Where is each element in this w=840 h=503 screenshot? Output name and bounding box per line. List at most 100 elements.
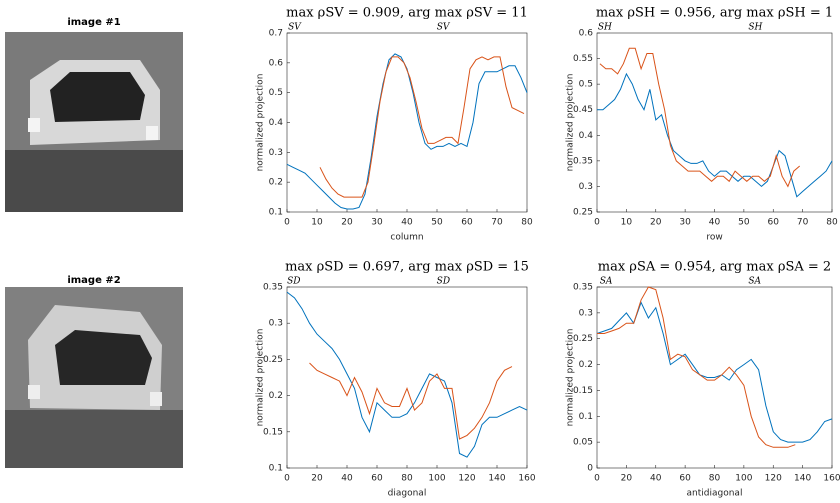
x-tick-label: 0 (594, 218, 600, 228)
y-tick-label: 0.7 (269, 29, 283, 39)
y-tick-label: 0.6 (269, 58, 284, 68)
y-axis-label: normalized projection (256, 74, 266, 172)
y-tick-label: 0.25 (263, 355, 283, 365)
plot-area (286, 286, 528, 469)
x-tick-label: 10 (311, 218, 323, 228)
line-series (597, 286, 796, 448)
y-tick-label: 0.25 (573, 334, 593, 344)
x-tick-label: 160 (823, 474, 840, 484)
x-tick-label: 100 (735, 474, 752, 484)
y-tick-label: 0.2 (579, 360, 593, 370)
y-tick-label: 0.2 (269, 391, 283, 401)
x-axis-label: diagonal (388, 489, 427, 499)
x-tick-label: 120 (458, 474, 475, 484)
x-tick-label: 20 (650, 218, 662, 228)
y-tick-label: 0.3 (269, 148, 283, 158)
y-tick-label: 0.15 (263, 427, 283, 437)
y-tick-label: 0.2 (269, 178, 283, 188)
y-tick-label: 0.4 (269, 118, 284, 128)
y-tick-label: 0.4 (579, 131, 594, 141)
title-subscript: SA (748, 277, 761, 287)
y-tick-label: 0.1 (269, 464, 283, 474)
x-tick-label: 100 (428, 474, 445, 484)
x-tick-label: 70 (491, 218, 503, 228)
x-tick-label: 60 (679, 474, 691, 484)
y-tick-label: 0.1 (579, 412, 593, 422)
x-tick-label: 0 (594, 474, 600, 484)
line-series (319, 56, 525, 198)
y-tick-label: 0.3 (579, 308, 593, 318)
y-tick-label: 0.55 (573, 54, 593, 64)
x-tick-label: 40 (401, 218, 413, 228)
line-series (286, 53, 528, 210)
y-tick-label: 0.05 (573, 438, 593, 448)
y-tick-label: 0 (587, 464, 593, 474)
x-tick-label: 20 (341, 218, 353, 228)
image-title: image #2 (67, 275, 120, 286)
x-tick-label: 80 (826, 218, 838, 228)
y-tick-label: 0.5 (269, 88, 283, 98)
x-tick-label: 30 (371, 218, 383, 228)
y-tick-label: 0.1 (269, 208, 283, 218)
y-tick-label: 0.45 (573, 105, 593, 115)
y-axis-label: normalized projection (566, 74, 576, 172)
x-axis-label: antidiagonal (687, 489, 743, 499)
x-axis-label: row (706, 233, 722, 243)
x-tick-label: 80 (709, 474, 721, 484)
x-tick-label: 40 (341, 474, 353, 484)
chart-title: max ρSH = 0.956, arg max ρSH = 1 (596, 6, 833, 21)
x-tick-label: 80 (401, 474, 413, 484)
x-tick-label: 50 (431, 218, 443, 228)
y-tick-label: 0.3 (579, 182, 593, 192)
chart-title: max ρSD = 0.697, arg max ρSD = 15 (285, 260, 529, 275)
y-tick-label: 0.3 (269, 319, 283, 329)
y-axis-label: normalized projection (566, 329, 576, 427)
chart-title: max ρSV = 0.909, arg max ρSV = 11 (286, 6, 528, 21)
y-tick-label: 0.15 (573, 386, 593, 396)
x-tick-label: 20 (621, 474, 633, 484)
line-series (597, 72, 833, 198)
x-tick-label: 140 (794, 474, 811, 484)
x-tick-label: 0 (284, 218, 290, 228)
title-subscript: SH (598, 23, 612, 33)
chart-title: max ρSA = 0.954, arg max ρSA = 2 (598, 260, 831, 275)
line-series (286, 291, 528, 458)
title-subscript: SD (437, 277, 450, 287)
x-axis-label: column (390, 233, 423, 243)
image (5, 32, 183, 212)
image-title: image #1 (67, 17, 120, 28)
x-tick-label: 30 (679, 218, 691, 228)
title-subscript: SV (437, 23, 451, 33)
y-axis-label: normalized projection (256, 329, 266, 427)
x-tick-label: 60 (461, 218, 473, 228)
x-tick-label: 0 (284, 474, 290, 484)
x-tick-label: 140 (488, 474, 505, 484)
line-series (309, 362, 513, 440)
title-subscript: SA (600, 277, 613, 287)
line-series (599, 47, 801, 188)
x-tick-label: 50 (738, 218, 750, 228)
x-tick-label: 60 (371, 474, 383, 484)
y-tick-label: 0.35 (573, 283, 593, 293)
plot-area (596, 32, 833, 213)
x-tick-label: 10 (621, 218, 633, 228)
title-subscript: SD (287, 277, 300, 287)
x-tick-label: 60 (768, 218, 780, 228)
x-tick-label: 120 (765, 474, 782, 484)
x-tick-label: 160 (518, 474, 535, 484)
image (5, 287, 183, 468)
y-tick-label: 0.35 (573, 156, 593, 166)
y-tick-label: 0.5 (579, 80, 593, 90)
plot-area (286, 32, 528, 213)
title-subscript: SV (288, 23, 302, 33)
y-tick-label: 0.25 (573, 208, 593, 218)
x-tick-label: 40 (709, 218, 721, 228)
x-tick-label: 20 (311, 474, 323, 484)
x-tick-label: 70 (797, 218, 809, 228)
x-tick-label: 80 (521, 218, 533, 228)
title-subscript: SH (748, 23, 762, 33)
y-tick-label: 0.35 (263, 283, 283, 293)
x-tick-label: 40 (650, 474, 662, 484)
y-tick-label: 0.6 (579, 29, 594, 39)
